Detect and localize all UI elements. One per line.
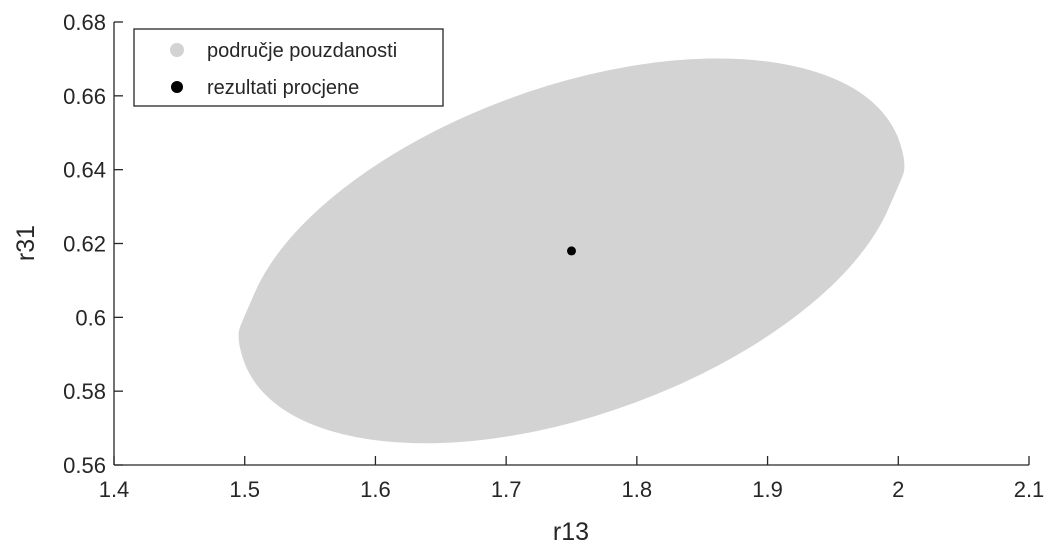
x-tick-label: 1.7 — [491, 477, 522, 502]
legend-box — [133, 28, 444, 107]
x-ticks: 1.4 1.5 1.6 1.7 1.8 1.9 2 2.1 — [99, 456, 1045, 502]
y-tick-label: 0.58 — [63, 379, 106, 404]
legend-label-estimate: rezultati procjene — [207, 77, 359, 99]
legend-marker-confidence-region — [170, 43, 184, 57]
y-axis-label: r31 — [12, 225, 40, 261]
plot-area — [238, 58, 905, 444]
y-tick-label: 0.66 — [63, 84, 106, 109]
legend: područje pouzdanosti rezultati procjene — [133, 28, 444, 107]
legend-label-confidence-region: područje pouzdanosti — [207, 40, 397, 62]
x-tick-label: 1.8 — [622, 477, 653, 502]
y-tick-label: 0.6 — [75, 305, 106, 330]
y-tick-label: 0.64 — [63, 158, 106, 183]
x-tick-label: 2.1 — [1014, 477, 1045, 502]
x-tick-label: 1.4 — [99, 477, 130, 502]
y-tick-label: 0.56 — [63, 453, 106, 478]
y-tick-label: 0.62 — [63, 232, 106, 257]
x-tick-label: 1.5 — [229, 477, 260, 502]
y-tick-label: 0.68 — [63, 10, 106, 35]
x-axis-label: r13 — [553, 518, 589, 546]
legend-marker-estimate — [171, 81, 183, 93]
x-tick-label: 1.6 — [360, 477, 391, 502]
x-tick-label: 1.9 — [752, 477, 783, 502]
y-ticks: 0.56 0.58 0.6 0.62 0.64 0.66 0.68 — [63, 10, 123, 478]
estimate-point — [567, 246, 576, 256]
x-tick-label: 2 — [892, 477, 904, 502]
